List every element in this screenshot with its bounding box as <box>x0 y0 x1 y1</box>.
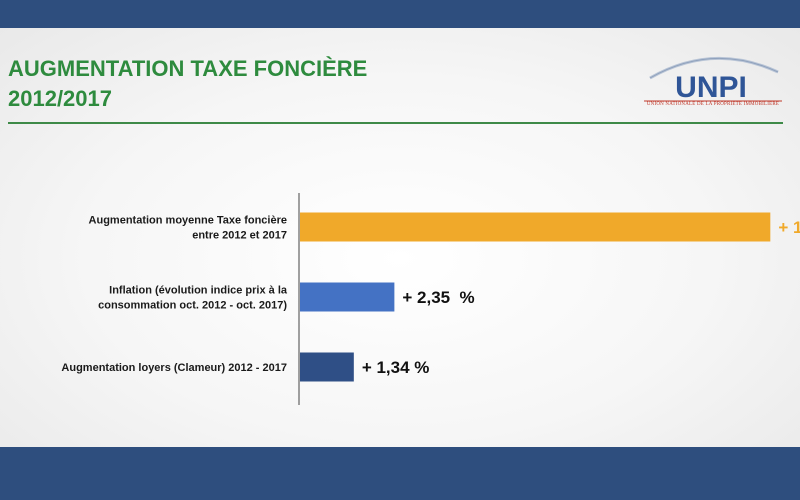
value-label-1: + 11,71 % <box>778 218 800 237</box>
bottom-band <box>0 447 800 500</box>
logo-subtitle: UNION NATIONALE DE LA PROPRIÉTÉ IMMOBILI… <box>646 102 780 107</box>
top-band <box>0 0 800 28</box>
title-line-2: 2012/2017 <box>8 86 112 111</box>
category-label-1: Augmentation moyenne Taxe foncière entre … <box>89 215 287 242</box>
unpi-logo: UNPI UNION NATIONALE DE LA PROPRIÉTÉ IMM… <box>638 48 788 112</box>
title-divider <box>8 122 783 124</box>
category-label-2: Inflation (évolution indice prix à la con… <box>98 285 288 312</box>
logo-graphic: UNPI <box>644 56 782 104</box>
value-label-3: + 1,34 % <box>362 358 430 377</box>
bar-3 <box>300 352 354 382</box>
title-line-1: AUGMENTATION TAXE FONCIÈRE <box>8 56 368 81</box>
category-label-3: Augmentation loyers (Clameur) 2012 - 201… <box>61 362 287 374</box>
value-label-2: + 2,35 % <box>402 288 474 307</box>
bar-1 <box>300 212 771 242</box>
logo-text: UNPI <box>675 71 747 104</box>
bar-2 <box>300 282 395 312</box>
page-title: AUGMENTATION TAXE FONCIÈRE 2012/2017 <box>8 54 367 114</box>
